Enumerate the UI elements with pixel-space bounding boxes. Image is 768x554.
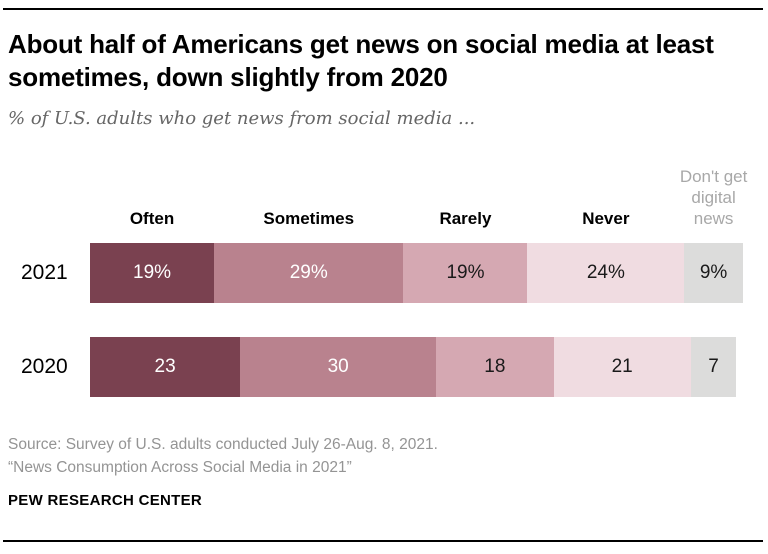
bar-value-label: 24% — [586, 262, 625, 283]
page-title-line1: About half of Americans get news on soci… — [8, 29, 649, 59]
bottom-rule — [3, 540, 763, 542]
bar-value-label: 18 — [484, 356, 506, 377]
category-header-rarely: Rarely — [403, 160, 527, 236]
bar-value-label: 9% — [699, 262, 728, 283]
bar-value-label: 29% — [289, 262, 328, 283]
bar-value-label: 23 — [154, 356, 176, 377]
bar-segment-often-2021: 19% — [90, 243, 215, 303]
bar-value-label: 19% — [133, 262, 172, 283]
category-header-label: Sometimes — [263, 209, 355, 228]
source-note: Source: Survey of U.S. adults conducted … — [8, 433, 728, 479]
bar-segment-sometimes-2020: 30 — [240, 337, 437, 397]
bar-segment-rarely-2021: 19% — [403, 243, 528, 303]
bar-row-2020: 2020 23 30 18 21 7 — [0, 337, 768, 397]
bar-segment-don-t-get-digital-news-2021: 9% — [684, 243, 743, 303]
category-header-never: Never — [527, 160, 684, 236]
category-header-sometimes: Sometimes — [214, 160, 403, 236]
bar-segment-rarely-2020: 18 — [436, 337, 554, 397]
row-label-2021: 2021 — [21, 261, 68, 284]
category-header-label: Never — [582, 209, 630, 228]
brand-wordmark: PEW RESEARCH CENTER — [8, 492, 203, 509]
category-header-don-t-get-digital-news: Don't get digital news — [680, 160, 748, 236]
segments-2021: 19% 29% 19% 24% 9% — [90, 243, 743, 303]
category-header-row: Often Sometimes Rarely Never Don't get digit… — [90, 160, 748, 236]
bar-value-label: 30 — [327, 356, 349, 377]
bar-segment-don-t-get-digital-news-2020: 7 — [690, 337, 737, 397]
bar-value-label: 21 — [611, 356, 633, 377]
segments-2020: 23 30 18 21 7 — [90, 337, 743, 397]
bar-value-label: 19% — [446, 262, 485, 283]
category-header-label: Rarely — [439, 209, 492, 228]
bar-segment-never-2020: 21 — [553, 337, 691, 397]
source-note-line2: “News Consumption Across Social Media in… — [8, 459, 352, 476]
source-note-line1: Source: Survey of U.S. adults conducted … — [8, 436, 438, 453]
stacked-bar-chart: Often Sometimes Rarely Never Don't get digit… — [0, 160, 768, 397]
category-header-often: Often — [90, 160, 214, 236]
page-title-line2: least sometimes, down slightly from 2020 — [8, 29, 714, 92]
category-header-label: Don't get digital news — [679, 167, 748, 228]
bar-segment-often-2020: 23 — [90, 337, 241, 397]
chart-subtitle: % of U.S. adults who get news from socia… — [8, 108, 476, 129]
category-header-label: Often — [129, 209, 175, 228]
page-title: About half of Americans get news on soci… — [8, 28, 753, 94]
bar-row-2021: 2021 19% 29% 19% 24% 9% — [0, 243, 768, 303]
top-rule — [3, 8, 763, 10]
row-label-2020: 2020 — [21, 355, 68, 378]
bar-segment-sometimes-2021: 29% — [214, 243, 404, 303]
bar-value-label: 7 — [708, 356, 719, 377]
bar-segment-never-2021: 24% — [527, 243, 685, 303]
